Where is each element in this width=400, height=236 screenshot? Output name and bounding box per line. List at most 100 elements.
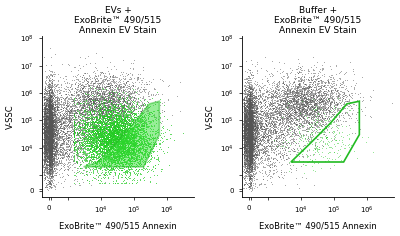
Point <box>244 133 250 137</box>
Point <box>111 138 118 142</box>
Point <box>126 126 132 130</box>
Point <box>316 98 323 102</box>
Point <box>249 148 256 151</box>
Point <box>247 143 253 147</box>
Point <box>249 158 255 162</box>
Point <box>63 135 70 139</box>
Point <box>268 125 274 129</box>
Point <box>248 136 254 140</box>
Point <box>45 180 51 184</box>
Point <box>99 96 105 100</box>
Point <box>40 127 47 131</box>
Point <box>98 168 105 172</box>
Point <box>104 107 111 111</box>
Point <box>252 146 258 150</box>
Point <box>121 130 128 134</box>
Point <box>82 118 88 122</box>
Point <box>111 148 117 152</box>
Point <box>247 146 254 150</box>
Point <box>42 124 48 128</box>
Point <box>70 126 77 130</box>
Point <box>93 152 100 156</box>
Point <box>319 63 325 67</box>
Point <box>134 102 141 106</box>
Point <box>266 168 273 172</box>
Point <box>248 125 255 129</box>
Point <box>248 126 254 130</box>
Point <box>51 153 57 157</box>
Point <box>49 172 55 176</box>
Point <box>117 86 123 90</box>
Point <box>283 89 289 93</box>
Point <box>86 108 93 112</box>
Point <box>105 116 112 120</box>
Point <box>249 140 256 144</box>
Point <box>127 138 133 142</box>
Point <box>59 150 66 154</box>
Point <box>47 129 53 133</box>
Point <box>132 87 138 91</box>
Point <box>91 123 97 127</box>
Point <box>302 136 308 140</box>
Point <box>64 124 70 128</box>
Point <box>100 112 107 115</box>
Point <box>102 150 108 154</box>
Point <box>50 117 57 120</box>
Point <box>93 104 100 107</box>
Point <box>46 163 52 167</box>
Point <box>46 89 52 93</box>
Point <box>48 167 55 171</box>
Point <box>94 96 100 99</box>
Point <box>241 145 248 149</box>
Point <box>46 135 52 138</box>
Point <box>42 162 49 166</box>
Point <box>133 143 139 147</box>
Point <box>333 124 339 127</box>
Point <box>44 75 50 79</box>
Point <box>85 137 92 140</box>
Point <box>43 130 49 134</box>
Point <box>269 92 275 96</box>
Point <box>298 114 304 118</box>
Point <box>316 122 322 126</box>
Point <box>269 162 275 166</box>
Point <box>276 113 283 117</box>
Point <box>65 125 71 129</box>
Point <box>328 105 334 109</box>
Point <box>294 109 301 113</box>
Point <box>89 124 96 128</box>
Point <box>325 130 332 134</box>
Point <box>48 138 54 141</box>
Point <box>119 137 126 140</box>
Point <box>118 146 124 150</box>
Point <box>68 111 74 115</box>
Point <box>248 120 254 124</box>
Point <box>59 138 66 142</box>
Point <box>43 163 50 167</box>
Point <box>261 112 268 116</box>
Point <box>42 125 48 129</box>
Point <box>246 119 252 123</box>
Point <box>248 138 254 141</box>
Point <box>83 126 90 130</box>
Point <box>286 128 293 132</box>
Point <box>68 117 74 121</box>
Point <box>49 170 56 174</box>
Point <box>84 122 90 126</box>
Point <box>46 123 52 127</box>
Point <box>48 118 54 122</box>
Point <box>111 94 118 98</box>
Point <box>114 104 120 108</box>
Point <box>244 99 251 102</box>
Point <box>73 171 79 175</box>
Point <box>293 90 299 94</box>
Point <box>48 141 55 144</box>
Point <box>87 97 94 100</box>
Point <box>303 113 309 116</box>
Point <box>271 94 277 98</box>
Point <box>267 74 274 78</box>
Point <box>104 132 111 135</box>
Point <box>140 151 147 155</box>
Point <box>118 122 124 125</box>
Point <box>250 137 257 140</box>
